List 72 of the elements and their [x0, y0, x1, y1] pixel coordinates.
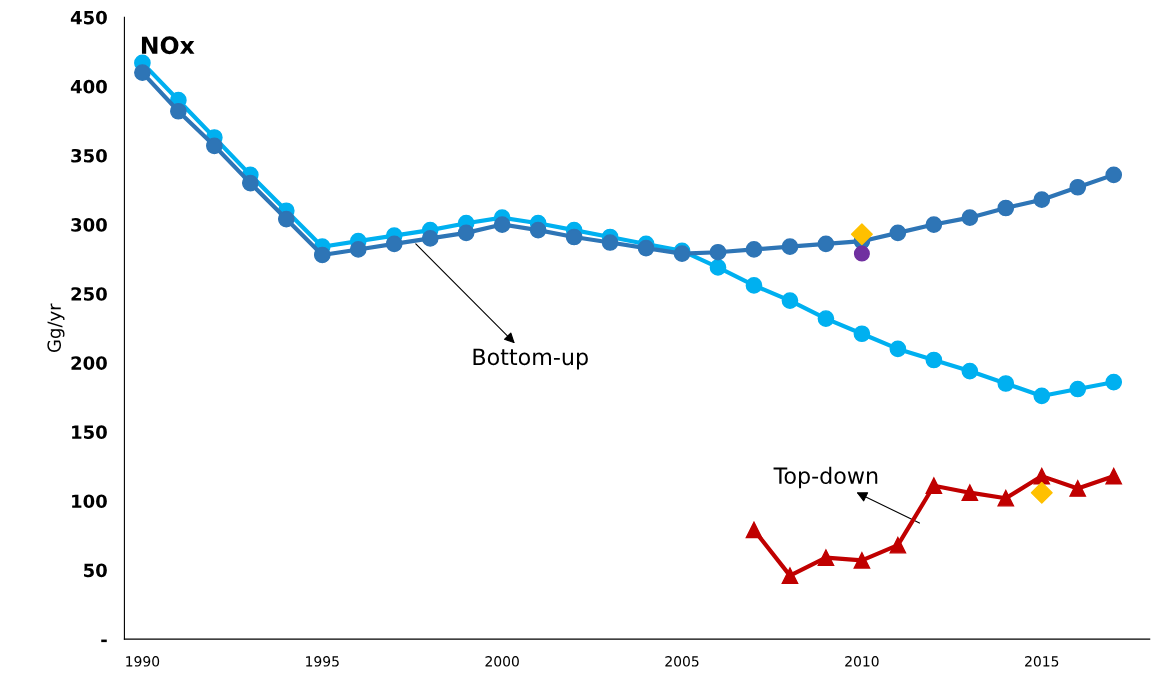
text: NOx	[141, 36, 195, 55]
point	[1105, 166, 1123, 184]
point	[889, 340, 907, 358]
y-tick-label: 350	[71, 148, 107, 163]
point	[709, 259, 727, 276]
point	[241, 174, 259, 192]
point	[925, 216, 943, 233]
point	[853, 245, 870, 262]
y-axis-title: Gg/yr	[47, 303, 65, 353]
x-tick-label: 2005	[665, 656, 699, 667]
point	[853, 325, 871, 343]
point	[961, 484, 979, 502]
point	[1030, 481, 1053, 504]
point	[961, 362, 979, 380]
y-tick-label: 50	[84, 563, 107, 578]
point	[925, 351, 943, 369]
x-tick-label: 1990	[126, 656, 160, 667]
point	[997, 199, 1015, 217]
point	[889, 224, 907, 242]
point	[709, 243, 727, 261]
point	[853, 552, 871, 569]
point	[1069, 480, 1087, 497]
x-tick-label: 2010	[845, 656, 879, 667]
point	[997, 375, 1015, 392]
point	[1069, 380, 1087, 398]
point	[745, 241, 763, 258]
y-tick-label: 300	[71, 218, 107, 232]
annotation: Top-down	[773, 466, 878, 489]
point	[817, 549, 835, 566]
point	[997, 489, 1015, 507]
annotation: Bottom-up	[473, 348, 588, 370]
point	[745, 277, 763, 294]
y-tick-label: 100	[72, 494, 107, 509]
point	[529, 221, 547, 239]
point	[421, 230, 439, 247]
point	[1033, 387, 1051, 405]
point	[134, 64, 151, 81]
point	[781, 238, 799, 256]
point	[493, 216, 511, 233]
y-tick-label: 150	[72, 425, 107, 439]
point	[385, 235, 403, 253]
point	[1105, 467, 1123, 485]
point	[1069, 178, 1087, 196]
point	[817, 310, 835, 327]
point	[277, 210, 295, 228]
point	[601, 234, 619, 251]
point	[850, 223, 873, 246]
point	[313, 246, 331, 264]
point	[781, 567, 799, 584]
point	[170, 102, 187, 120]
point	[1105, 373, 1123, 391]
point	[925, 477, 943, 495]
point	[206, 137, 223, 155]
point	[637, 239, 655, 257]
y-tick-label: 250	[71, 287, 107, 301]
point	[1033, 191, 1051, 209]
point	[745, 521, 763, 539]
point	[889, 536, 907, 554]
point	[817, 235, 835, 253]
point	[565, 228, 583, 246]
x-tick-label: 2015	[1025, 656, 1059, 667]
point	[781, 292, 799, 309]
x-tick-label: 2000	[485, 656, 519, 667]
y-tick-label: 200	[71, 356, 107, 370]
y-tick-label: 450	[70, 10, 107, 25]
point	[457, 224, 475, 242]
x-tick-label: 1995	[306, 656, 339, 667]
y-tick-label: 400	[70, 79, 107, 94]
point	[349, 241, 367, 258]
y-tick-label: -	[101, 639, 107, 643]
point	[1033, 467, 1051, 485]
point	[961, 209, 979, 226]
